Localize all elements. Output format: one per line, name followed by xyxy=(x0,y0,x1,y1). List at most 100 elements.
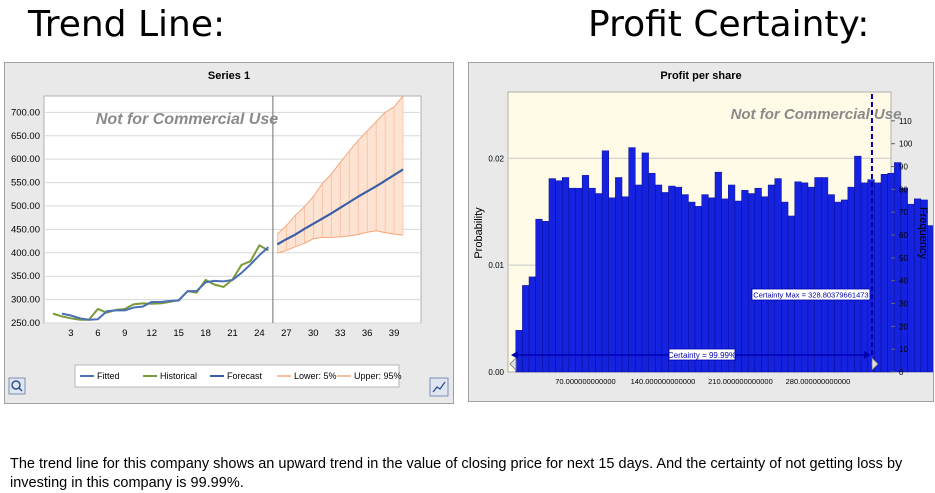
trend-x-tick-label: 36 xyxy=(362,328,373,339)
histogram-bar xyxy=(568,187,576,373)
trend-x-tick-label: 33 xyxy=(335,328,346,339)
legend-label-0: Fitted xyxy=(97,371,120,381)
histogram-bar xyxy=(807,186,815,373)
histogram-bar xyxy=(528,276,536,373)
histogram-bar xyxy=(688,201,696,373)
histogram-bar xyxy=(847,186,855,373)
histogram-bar xyxy=(747,193,756,373)
certainty-left-handle xyxy=(509,357,517,371)
frequency-tick-label: 20 xyxy=(899,322,908,331)
histogram-bar xyxy=(681,194,689,373)
histogram-bar xyxy=(588,187,596,373)
frequency-tick-label: 10 xyxy=(899,345,908,354)
legend-label-1: Historical xyxy=(160,371,197,381)
histogram-bar xyxy=(814,177,822,373)
histogram-bar xyxy=(561,177,570,373)
trend-x-tick-label: 30 xyxy=(308,328,319,339)
histogram-bar xyxy=(721,198,729,373)
certainty-watermark: Not for Commercial Use xyxy=(731,106,902,123)
trend-y-tick-label: 600.00 xyxy=(11,154,40,165)
trend-y-tick-label: 300.00 xyxy=(11,295,40,306)
histogram-bar xyxy=(728,184,736,373)
frequency-tick-label: 30 xyxy=(899,300,908,309)
histogram-bar xyxy=(874,182,882,373)
frequency-axis-label: Frequency xyxy=(917,207,929,259)
forecast-series-line xyxy=(276,168,404,246)
trend-y-tick-label: 350.00 xyxy=(11,271,40,282)
histogram-bar xyxy=(827,194,835,373)
histogram-bar xyxy=(734,200,742,373)
histogram-bar xyxy=(714,171,722,373)
legend-label-3: Lower: 5% xyxy=(294,371,337,381)
certainty-x-tick-label: 210.000000000000 xyxy=(708,377,773,386)
trend-chart-panel: Series 1 250.00 300.00 350.00 400.00 450.00 5… xyxy=(4,62,454,404)
probability-axis-label: Probability xyxy=(473,207,485,259)
certainty-x-tick-label: 70.000000000000 xyxy=(555,377,615,386)
histogram-bar xyxy=(761,196,769,373)
frequency-tick-label: 60 xyxy=(899,231,908,240)
histogram-bar xyxy=(754,187,762,373)
certainty-chart: Profit per share 0.01 0.02 0.00 0 10 20 30 40 50… xyxy=(473,70,935,386)
certainty-x-tick-label: 140.000000000000 xyxy=(631,377,696,386)
legend-label-4: Upper: 95% xyxy=(354,371,402,381)
histogram-bar xyxy=(801,182,809,373)
chart-type-icon-line xyxy=(432,381,446,393)
certainty-x-tick-label: 280.000000000000 xyxy=(786,377,851,386)
histogram-bar xyxy=(907,203,915,373)
trend-y-tick-label: 500.00 xyxy=(11,201,40,212)
trend-y-tick-label: 650.00 xyxy=(11,131,40,142)
certainty-chart-title: Profit per share xyxy=(660,70,741,82)
histogram-bar xyxy=(854,155,862,373)
histogram-bar xyxy=(708,197,716,373)
trend-x-tick-label: 21 xyxy=(227,328,238,339)
histogram-bar xyxy=(694,206,702,373)
lower-5-series-line xyxy=(277,230,404,254)
probability-zero-label: 0.00 xyxy=(488,368,504,377)
certainty-range-arrow-left xyxy=(511,351,518,359)
summary-caption: The trend line for this company shows an… xyxy=(10,455,903,491)
trend-x-tick-label: 3 xyxy=(68,328,73,339)
histogram-bar xyxy=(595,193,603,373)
trend-x-tick-label: 12 xyxy=(146,328,157,339)
trend-x-tick-label: 9 xyxy=(122,328,127,339)
histogram-bar xyxy=(674,186,683,373)
histogram-bar xyxy=(741,190,749,373)
histogram-bar xyxy=(522,285,530,373)
histogram-bar xyxy=(661,192,669,373)
certainty-max-label-box xyxy=(751,288,871,301)
histogram-bar xyxy=(860,182,869,373)
frequency-tick-label: 100 xyxy=(899,140,913,149)
certainty-label: Certainty = 99.99% xyxy=(668,351,736,360)
histogram-bar xyxy=(581,175,590,373)
histogram-bar xyxy=(701,194,709,373)
histogram-bar xyxy=(668,185,676,373)
histogram-bar xyxy=(628,147,636,373)
histogram-bar xyxy=(840,199,849,373)
trend-x-tick-label: 39 xyxy=(389,328,400,339)
certainty-label-box xyxy=(668,348,736,361)
trend-x-tick-label: 24 xyxy=(254,328,265,339)
fitted-series-line xyxy=(61,246,270,321)
histogram-bar xyxy=(767,184,776,373)
histogram-bar xyxy=(601,150,609,373)
chart-type-icon[interactable] xyxy=(429,377,449,397)
histogram-bar xyxy=(880,174,888,373)
histogram-bar xyxy=(515,330,523,373)
histogram-bar xyxy=(615,177,623,373)
histogram-bar xyxy=(542,221,550,373)
trend-x-tick-label: 27 xyxy=(281,328,292,339)
histogram-bar xyxy=(641,152,649,373)
trend-y-tick-label: 250.00 xyxy=(11,318,40,329)
histogram-bar xyxy=(654,184,663,373)
trend-y-tick-label: 700.00 xyxy=(11,107,40,118)
frequency-tick-label: 70 xyxy=(899,208,908,217)
certainty-max-label: Certainty Max = 328.80379661473 xyxy=(753,291,868,300)
histogram-bar xyxy=(781,201,789,373)
frequency-tick-label: 90 xyxy=(899,163,908,172)
histogram-bar xyxy=(774,178,782,373)
histogram-bar xyxy=(548,178,556,373)
probability-tick-label: 0.02 xyxy=(488,154,504,163)
frequency-tick-label: 50 xyxy=(899,254,908,263)
certainty-range-arrow-right xyxy=(863,351,871,359)
trend-x-tick-label: 15 xyxy=(173,328,184,339)
